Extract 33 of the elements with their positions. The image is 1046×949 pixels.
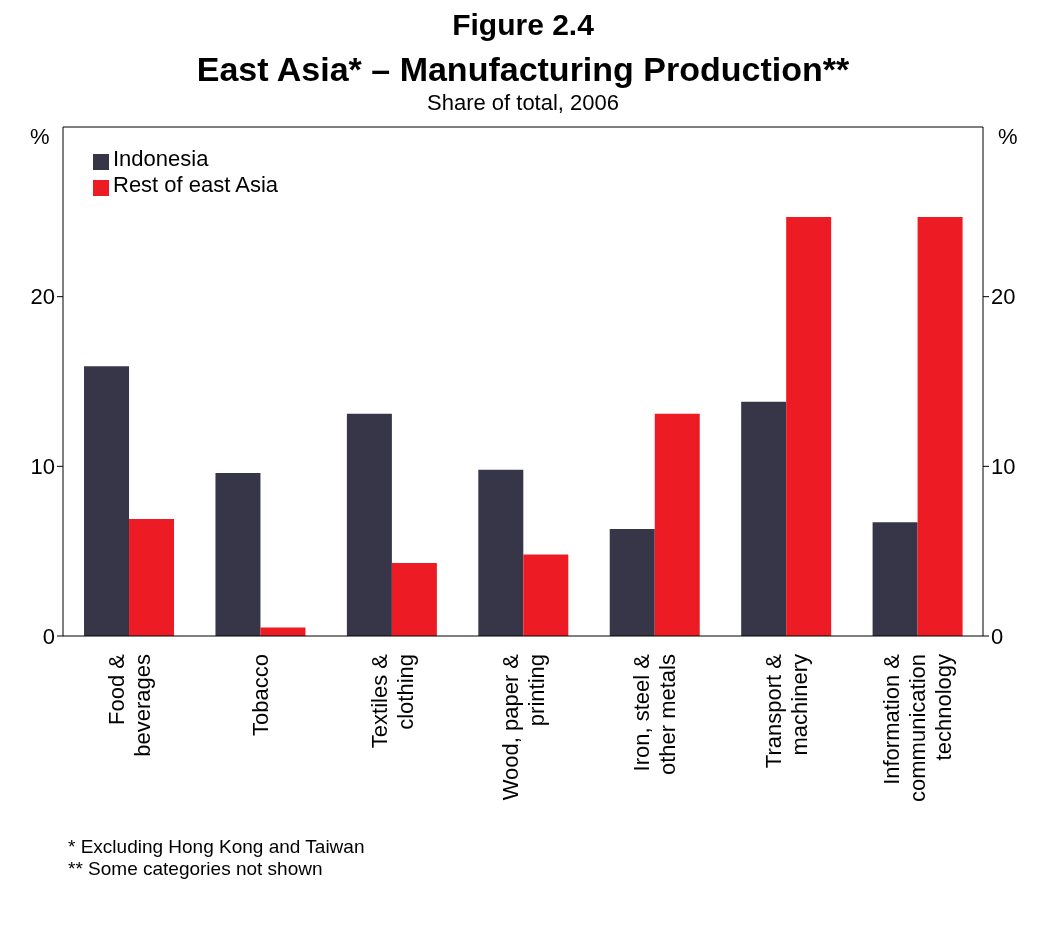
x-tick-label: Transport & machinery <box>760 653 812 769</box>
y2-tick-label: 0 <box>991 623 1004 649</box>
text: * Excluding Hong Kong and Taiwan <box>68 836 366 858</box>
y-tick-label: 0 <box>42 623 55 649</box>
bar <box>609 529 655 636</box>
y-tick-label: 10 <box>30 454 55 480</box>
y-tick-label: 20 <box>30 284 55 310</box>
bar <box>786 216 832 636</box>
bar <box>215 473 261 636</box>
y-axis-title: % <box>30 124 50 150</box>
x-tick-label: Wood, paper & printing <box>498 653 549 801</box>
bar <box>129 518 175 636</box>
y2-tick-label: 10 <box>991 454 1016 480</box>
bar <box>391 563 437 636</box>
bar <box>917 216 963 636</box>
legend-label: Indonesia <box>113 146 209 171</box>
legend-label: Rest of east Asia <box>113 172 279 197</box>
bar <box>84 366 130 636</box>
x-tick-label: Textiles & clothing <box>366 653 418 749</box>
text: ** Some categories not shown <box>68 858 324 880</box>
bar <box>654 413 700 636</box>
y2-axis-title: % <box>998 124 1018 150</box>
bar <box>523 554 569 636</box>
bar <box>346 413 392 636</box>
bar <box>872 522 918 636</box>
y2-tick-label: 20 <box>991 284 1016 310</box>
bar <box>741 401 787 636</box>
x-tick-label: Tobacco <box>248 654 274 736</box>
bar <box>478 469 524 636</box>
chart-subtitle: Share of total, 2006 <box>426 90 620 116</box>
caption: Figure 2.4 <box>451 8 595 43</box>
x-tick-label: Food & beverages <box>103 653 155 757</box>
chart-title: East Asia* – Manufacturing Production** <box>195 49 851 90</box>
